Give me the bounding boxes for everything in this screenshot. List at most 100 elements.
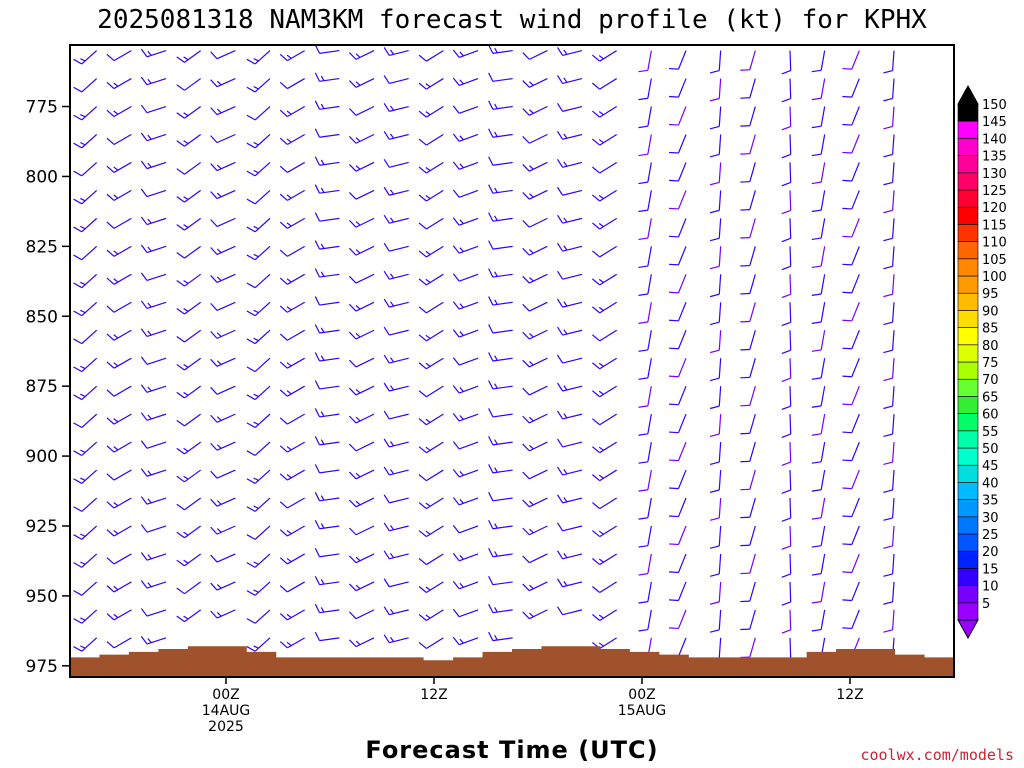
- barb-half-feather: [113, 502, 119, 507]
- barb-feather: [210, 330, 218, 339]
- wind-barb: [418, 329, 444, 342]
- barb-staff: [184, 189, 202, 203]
- barb-feather: [556, 466, 564, 476]
- wind-barb: [383, 438, 409, 448]
- barb-staff: [820, 386, 826, 406]
- barb-staff: [892, 330, 895, 351]
- barb-feather: [246, 618, 256, 624]
- barb-feather: [314, 547, 321, 558]
- wind-barb: [811, 358, 826, 380]
- barb-feather: [811, 517, 822, 520]
- barb-half-feather: [113, 446, 119, 451]
- colorbar-swatch: [957, 430, 979, 449]
- barb-half-feather: [113, 529, 119, 535]
- wind-barb: [522, 497, 548, 508]
- wind-barb: [452, 552, 479, 562]
- barb-feather: [811, 153, 822, 157]
- barb-feather: [140, 524, 148, 533]
- wind-barb: [488, 408, 513, 418]
- barb-staff: [426, 525, 444, 538]
- barb-staff: [647, 497, 652, 518]
- barb-staff: [355, 441, 375, 452]
- barb-staff: [789, 246, 792, 267]
- wind-barb: [556, 47, 583, 57]
- barb-staff: [529, 497, 548, 508]
- barb-feather: [638, 69, 648, 73]
- terrain-surface: [70, 646, 954, 677]
- barb-feather: [176, 112, 185, 119]
- barb-staff: [562, 357, 583, 364]
- wind-barb: [781, 525, 792, 550]
- barb-half-feather: [598, 558, 604, 563]
- barb-staff: [492, 245, 513, 250]
- barb-feather: [556, 606, 564, 616]
- barb-staff: [287, 357, 305, 369]
- barb-feather: [246, 142, 256, 149]
- barb-staff: [319, 525, 340, 530]
- wind-barb: [73, 497, 98, 512]
- wind-barb: [452, 161, 479, 170]
- barb-staff: [647, 106, 652, 127]
- barb-staff: [184, 497, 202, 511]
- barb-staff: [529, 217, 548, 228]
- barb-half-feather: [459, 415, 464, 420]
- barb-feather: [556, 103, 564, 112]
- barb-staff: [81, 469, 98, 484]
- wind-barb: [781, 50, 792, 75]
- barb-staff: [789, 414, 792, 435]
- barb-feather: [418, 362, 427, 370]
- barb-staff: [216, 105, 236, 116]
- wind-barb: [246, 50, 271, 65]
- barb-feather: [279, 417, 288, 425]
- barb-feather: [348, 52, 357, 60]
- barb-feather: [383, 466, 390, 476]
- barb-staff: [184, 301, 202, 315]
- barb-feather: [452, 217, 460, 226]
- barb-staff: [113, 441, 132, 453]
- barb-staff: [184, 553, 202, 567]
- wind-barb: [781, 78, 792, 103]
- barb-half-feather: [355, 221, 361, 226]
- barb-half-feather: [425, 362, 431, 367]
- x-tick-label: 14AUG: [202, 703, 251, 719]
- wind-barb: [314, 212, 340, 222]
- barb-staff: [851, 357, 860, 377]
- wind-barb: [348, 273, 375, 284]
- wind-barb: [106, 329, 132, 341]
- wind-barb: [709, 162, 722, 186]
- barb-staff: [892, 414, 895, 435]
- barb-feather: [781, 629, 791, 634]
- barb-half-feather: [563, 413, 568, 419]
- barb-feather: [73, 114, 83, 121]
- barb-half-feather: [355, 53, 361, 58]
- barb-feather: [452, 161, 460, 170]
- wind-barb: [522, 357, 548, 368]
- wind-barb: [452, 636, 479, 646]
- colorbar-swatch: [957, 413, 979, 432]
- barb-feather: [842, 207, 852, 210]
- wind-barb: [811, 525, 826, 548]
- barb-feather: [314, 408, 321, 418]
- wind-barb: [314, 184, 340, 194]
- wind-barb: [556, 522, 583, 532]
- barb-feather: [638, 489, 648, 492]
- barb-half-feather: [147, 414, 152, 420]
- barb-feather: [592, 250, 601, 258]
- wind-barb: [740, 330, 756, 351]
- barb-staff: [81, 581, 98, 596]
- colorbar-swatch: [957, 516, 979, 535]
- barb-staff: [749, 78, 756, 98]
- barb-feather: [246, 226, 256, 233]
- barb-half-feather: [286, 529, 292, 535]
- wind-barb: [279, 217, 305, 229]
- wind-barb: [592, 133, 617, 146]
- barb-feather: [592, 586, 601, 593]
- barb-staff: [146, 301, 167, 310]
- colorbar-label: 20: [982, 545, 999, 560]
- barb-feather: [883, 545, 893, 549]
- barb-feather: [592, 474, 601, 482]
- barb-staff: [647, 358, 652, 379]
- wind-barb: [781, 414, 792, 438]
- wind-barb: [106, 301, 132, 313]
- barb-staff: [287, 245, 305, 257]
